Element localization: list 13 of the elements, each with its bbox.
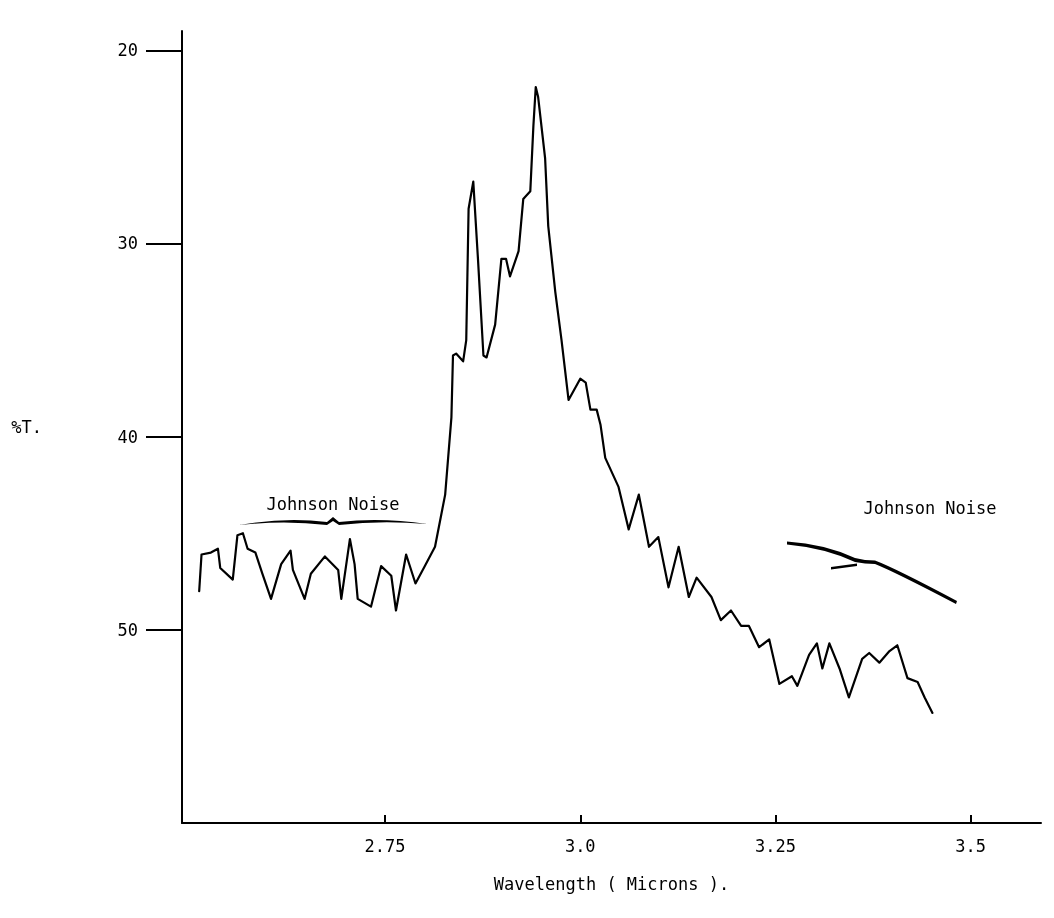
x-tick-label: 3.0	[564, 835, 596, 856]
annotation: Johnson Noise	[863, 498, 997, 518]
annotation: Johnson Noise	[266, 494, 400, 514]
y-axis-title: %T.	[11, 417, 42, 437]
y-tick-label: 40	[117, 426, 138, 447]
line-series	[198, 85, 934, 714]
y-tick-label: 50	[117, 619, 138, 640]
y-tick-label: 20	[117, 40, 138, 61]
x-tick-label: 2.75	[364, 835, 406, 856]
y-tick-label: 30	[117, 233, 138, 254]
x-tick-label: 3.25	[755, 835, 796, 856]
x-tick-label: 3.5	[955, 835, 987, 856]
x-axis-title: Wavelength ( Microns ).	[493, 873, 730, 894]
